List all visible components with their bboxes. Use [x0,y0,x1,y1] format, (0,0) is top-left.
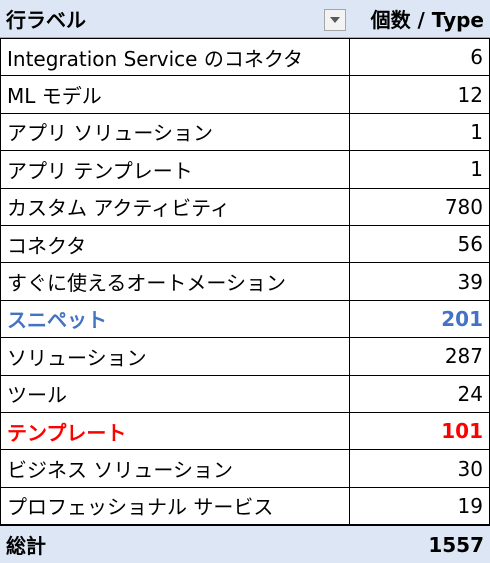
row-count: 201 [350,300,490,338]
row-count: 101 [350,413,490,450]
row-label: アプリ ソリューション [0,113,350,151]
row-label: ツール [0,375,350,412]
table-row[interactable]: プロフェッショナル サービス 19 [0,487,490,526]
pivot-header-row: 行ラベル 個数 / Type [0,0,490,38]
row-count: 19 [350,487,490,525]
table-row[interactable]: コネクタ 56 [0,226,490,264]
row-label: プロフェッショナル サービス [0,487,350,525]
row-count: 30 [350,450,490,487]
table-row[interactable]: スニペット 201 [0,300,490,339]
row-count: 1 [350,151,490,188]
table-row[interactable]: カスタム アクティビティ 780 [0,188,490,226]
table-row[interactable]: Integration Service のコネクタ 6 [0,39,490,77]
value-header-text: 個数 / Type [370,8,484,32]
table-row[interactable]: ソリューション 287 [0,338,490,376]
row-labels-header-text: 行ラベル [6,8,86,32]
row-count: 6 [350,39,490,76]
row-label: コネクタ [0,226,350,263]
row-label: ソリューション [0,338,350,375]
grand-total-value: 1557 [428,532,484,557]
table-row[interactable]: ビジネス ソリューション 30 [0,450,490,488]
grand-total-label: 総計 [6,534,46,559]
table-row[interactable]: ツール 24 [0,375,490,413]
row-count: 12 [350,76,490,113]
row-count: 780 [350,188,490,225]
row-count: 24 [350,375,490,412]
row-labels-header[interactable]: 行ラベル [0,0,350,37]
row-count: 39 [350,263,490,300]
row-label: ML モデル [0,76,350,113]
row-label: ビジネス ソリューション [0,450,350,487]
chevron-down-icon [330,17,340,23]
table-row[interactable]: テンプレート 101 [0,413,490,451]
row-count: 287 [350,338,490,375]
grand-total-row[interactable]: 総計 1557 [0,525,490,563]
value-header[interactable]: 個数 / Type [350,0,490,37]
header-divider [0,38,490,39]
row-label: すぐに使えるオートメーション [0,263,350,300]
row-label: テンプレート [0,413,350,450]
row-count: 56 [350,226,490,263]
row-count: 1 [350,113,490,151]
table-row[interactable]: アプリ テンプレート 1 [0,151,490,189]
table-row[interactable]: すぐに使えるオートメーション 39 [0,263,490,301]
row-label: カスタム アクティビティ [0,188,350,225]
row-label: Integration Service のコネクタ [0,39,350,76]
row-label: アプリ テンプレート [0,151,350,188]
row-label: スニペット [0,300,350,338]
table-row[interactable]: アプリ ソリューション 1 [0,113,490,152]
row-filter-button[interactable] [324,9,346,31]
table-row[interactable]: ML モデル 12 [0,76,490,114]
